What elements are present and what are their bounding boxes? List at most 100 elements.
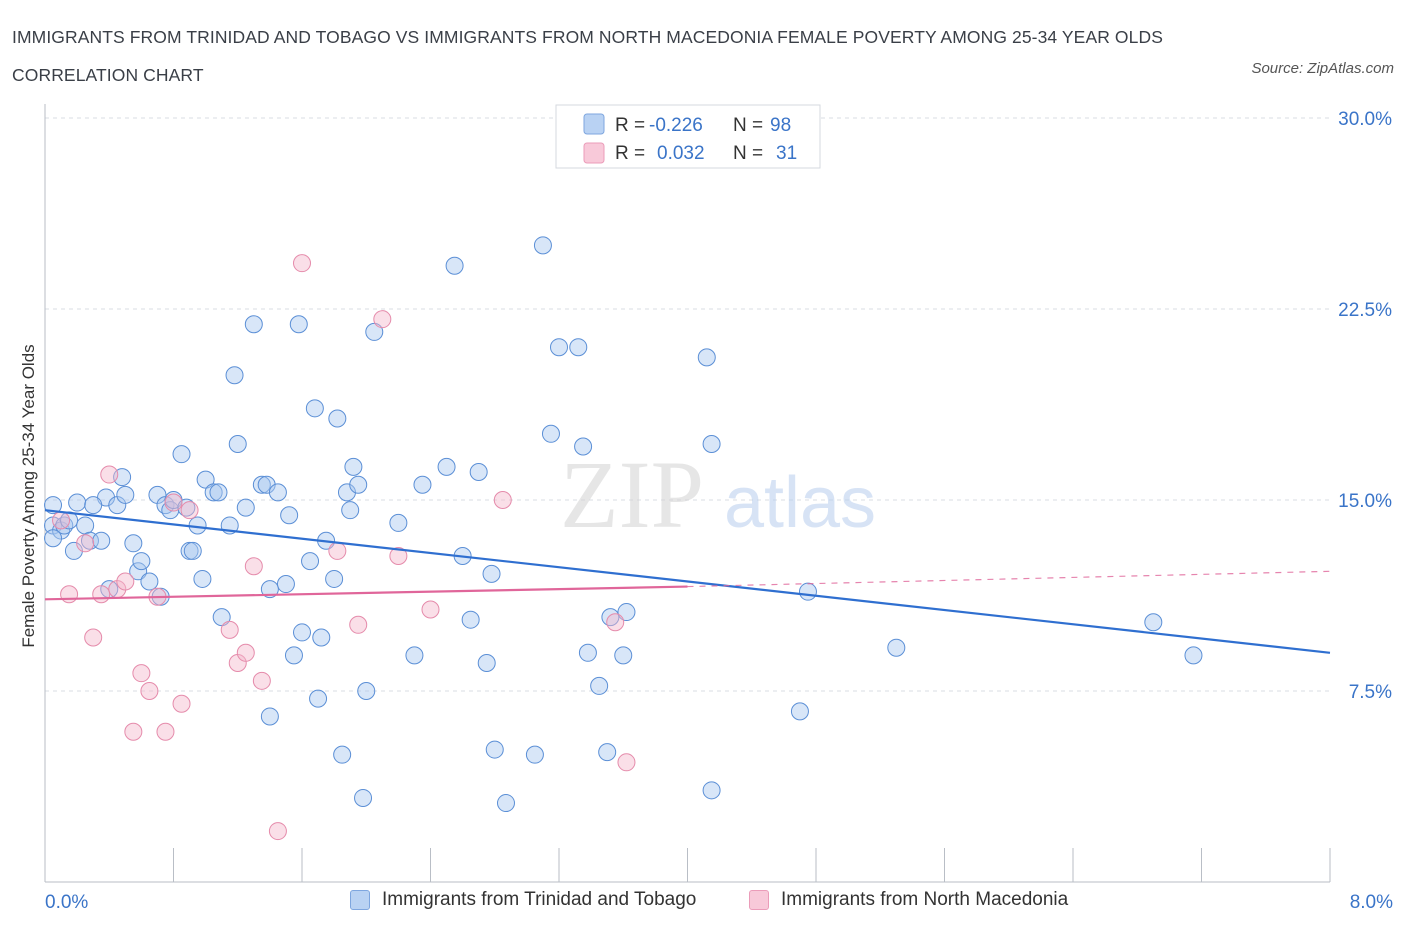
watermark-atlas: atlas [724,463,876,543]
data-point-trinidad [533,236,552,255]
axes [44,104,1331,883]
data-point-trinidad [697,348,716,367]
stats-r-value: 0.032 [657,143,705,164]
data-point-macedonia [92,585,111,604]
data-point-trinidad [68,493,87,512]
data-point-trinidad [550,338,568,357]
data-point-trinidad [183,541,202,560]
data-point-macedonia [76,534,95,553]
data-point-trinidad [225,366,244,385]
x-tick-label: 0.0% [45,892,88,913]
data-point-macedonia [252,671,271,690]
data-point-trinidad [541,424,560,443]
data-point-trinidad [525,745,544,764]
series-macedonia-points [52,254,636,841]
data-point-trinidad [140,572,159,591]
y-tick-label: 30.0% [1338,109,1392,130]
data-point-macedonia [140,682,159,700]
data-point-trinidad [461,610,480,629]
data-point-macedonia [328,541,347,560]
data-point-trinidad [469,462,488,481]
data-point-macedonia [164,493,183,512]
legend-item-macedonia[interactable]: Immigrants from North Macedonia [749,889,1068,911]
data-point-macedonia [389,547,408,566]
stats-box: R = -0.226 N = 98 R = 0.032 N = 31 [555,104,821,169]
stats-r-label: R = [615,115,645,136]
data-point-trinidad [445,256,464,275]
series-trinidad-points [44,236,1203,813]
data-point-trinidad [365,322,384,341]
x-tick-label: 8.0% [1350,892,1393,913]
data-point-macedonia [493,491,512,509]
data-point-trinidad [84,496,103,515]
data-point-macedonia [293,254,311,273]
data-point-trinidad [124,534,143,553]
data-point-trinidad [333,745,352,764]
data-point-trinidad [293,623,311,642]
y-tick-label: 7.5% [1349,682,1392,703]
data-point-trinidad [357,682,376,700]
data-point-macedonia [220,620,239,639]
data-point-trinidad [228,434,247,453]
data-point-trinidad [236,498,255,517]
source-label: Source: ZipAtlas.com [1251,60,1394,77]
data-point-trinidad [260,707,279,726]
data-point-trinidad [1184,646,1203,665]
data-point-trinidad [702,781,721,800]
data-point-trinidad [354,788,373,807]
trend-line-trinidad [44,509,1331,654]
data-point-trinidad [244,315,263,334]
data-point-trinidad [344,457,363,476]
data-point-trinidad [276,575,295,594]
data-point-trinidad [389,513,408,532]
stats-swatch-blue [583,113,605,135]
trend-line-macedonia-extension [687,570,1331,588]
data-point-macedonia [60,585,79,604]
data-point-trinidad [305,399,324,418]
data-point-trinidad [1144,613,1163,632]
data-point-trinidad [798,582,817,601]
data-point-trinidad [260,580,279,599]
data-point-trinidad [496,794,515,813]
stats-n-label: N = [733,143,763,164]
trend-line-macedonia [44,585,688,601]
y-tick-label: 15.0% [1338,491,1392,512]
data-point-macedonia [421,600,440,619]
legend-swatch-blue [350,890,370,910]
data-point-macedonia [172,694,191,713]
legend-label-macedonia: Immigrants from North Macedonia [781,889,1069,910]
stats-n-value: 31 [776,143,797,164]
data-point-trinidad [301,552,320,571]
stats-n-label: N = [733,115,763,136]
data-point-macedonia [244,557,263,576]
data-point-trinidad [341,501,360,520]
tick-labels: 7.5% 15.0% 22.5% 30.0% 0.0% 8.0% [45,109,1393,913]
data-point-macedonia [100,465,119,484]
data-point-trinidad [598,743,617,762]
data-point-trinidad [569,338,588,357]
stats-swatch-pink [583,142,605,164]
stats-r-value: -0.226 [649,115,703,136]
data-point-macedonia [52,511,71,530]
data-point-trinidad [193,569,212,588]
gridlines [45,117,1330,692]
data-point-trinidad [44,496,63,515]
data-point-trinidad [405,646,424,665]
stats-r-label: R = [615,143,645,164]
legend-label-trinidad: Immigrants from Trinidad and Tobago [382,889,697,910]
data-point-macedonia [124,722,143,741]
trend-lines [44,509,1331,654]
legend-swatch-pink [749,890,769,910]
legend-item-trinidad[interactable]: Immigrants from Trinidad and Tobago [350,889,696,911]
stats-n-value: 98 [770,115,791,136]
data-point-trinidad [485,740,504,759]
y-tick-label: 22.5% [1338,300,1392,321]
data-point-trinidad [280,506,299,525]
data-point-trinidad [617,603,636,622]
data-point-macedonia [180,501,199,520]
data-point-trinidad [252,475,271,494]
data-point-trinidad [116,485,135,504]
data-point-trinidad [44,529,63,548]
data-point-trinidad [601,608,620,627]
